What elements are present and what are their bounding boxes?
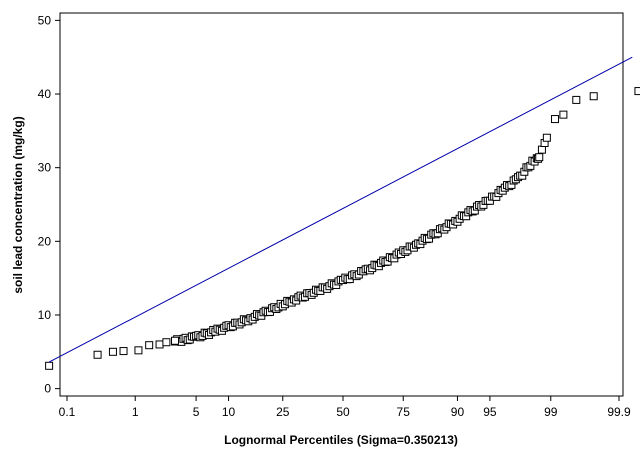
x-axis-title: Lognormal Percentiles (Sigma=0.350213): [224, 433, 458, 447]
data-point: [162, 338, 171, 347]
x-tick-label: 95: [483, 405, 497, 419]
data-point: [535, 153, 544, 162]
x-axis: 0.1 1 5 10 25 50 75 90 95 99 99.9: [59, 396, 631, 419]
y-axis-title: soil lead concentration (mg/kg): [11, 116, 25, 293]
x-tick-label: 50: [336, 405, 350, 419]
y-axis: 0 10 20 30 40 50: [38, 13, 60, 396]
y-tick-label: 40: [38, 87, 52, 101]
x-tick-label: 99.9: [607, 405, 631, 419]
data-point: [145, 341, 154, 350]
data-point: [589, 92, 598, 101]
data-point: [134, 346, 143, 355]
x-tick-label: 0.1: [59, 405, 76, 419]
data-point: [537, 145, 546, 154]
y-tick-label: 0: [44, 382, 51, 396]
data-point: [634, 87, 640, 96]
y-tick-label: 30: [38, 161, 52, 175]
x-tick-label: 99: [544, 405, 558, 419]
data-point: [171, 336, 180, 345]
fit-line: [48, 56, 633, 363]
data-point: [559, 110, 568, 119]
data-point: [542, 133, 551, 142]
y-tick-label: 50: [38, 13, 52, 27]
data-point: [119, 347, 128, 356]
y-tick-label: 20: [38, 234, 52, 248]
x-tick-label: 10: [222, 405, 236, 419]
y-tick-label: 10: [38, 308, 52, 322]
x-tick-label: 75: [397, 405, 411, 419]
data-point: [155, 340, 164, 349]
x-tick-label: 1: [132, 405, 139, 419]
data-point: [551, 115, 560, 124]
plot-frame: [59, 12, 624, 397]
x-tick-label: 90: [451, 405, 465, 419]
x-tick-label: 25: [276, 405, 290, 419]
data-points: [45, 87, 640, 370]
data-point: [45, 361, 54, 370]
data-point: [108, 347, 117, 356]
x-tick-label: 5: [193, 405, 200, 419]
data-point: [572, 95, 581, 104]
data-point: [93, 350, 102, 359]
